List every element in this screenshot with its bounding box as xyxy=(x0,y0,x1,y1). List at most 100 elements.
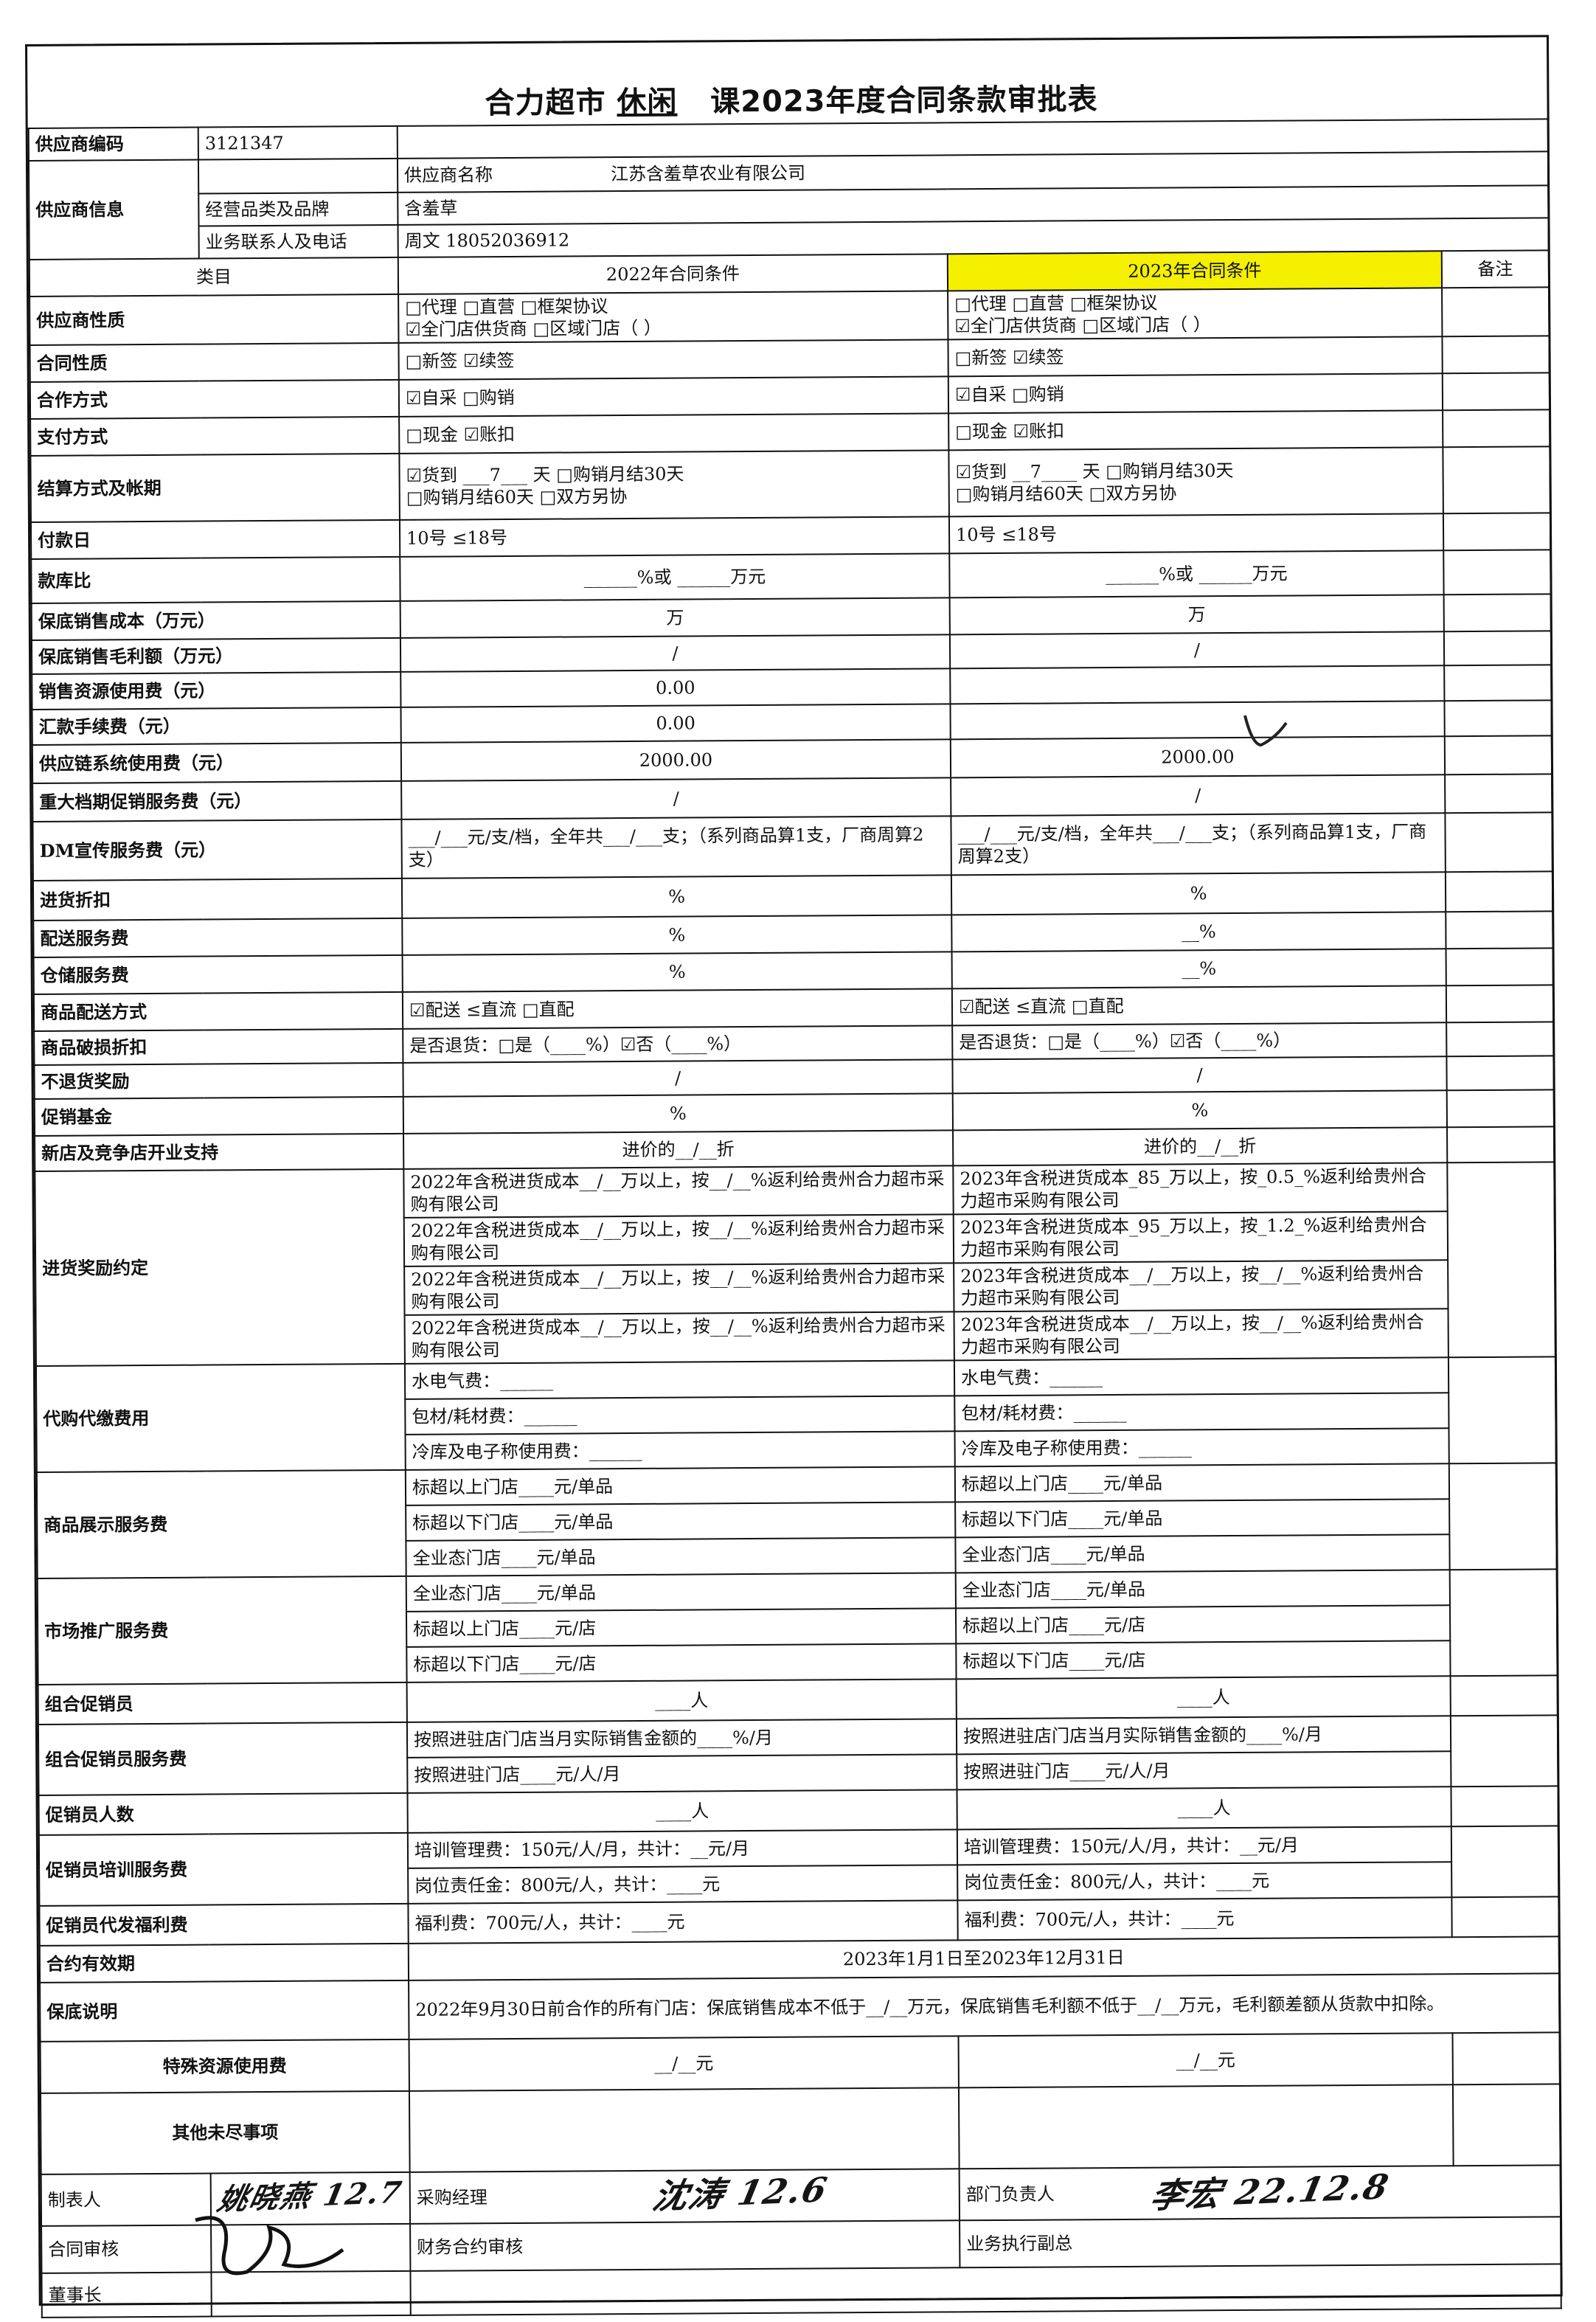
row-label: 重大档期促销服务费（元） xyxy=(32,780,402,822)
group-2022: ____人 xyxy=(407,1789,957,1833)
vp-cell: 业务执行副总 xyxy=(960,2217,1561,2268)
cell-2022: □现金 ☑账扣 xyxy=(399,413,949,454)
rebate-2022: 2022年含税进货成本__/__万以上，按__/__%返利给贵州合力超市采购有限… xyxy=(403,1165,954,1218)
row-label: 配送服务费 xyxy=(33,918,403,957)
form-table: 供应商编码 3121347 供应商信息 供应商名称 江苏含羞草农业有限公司 经营品类及品牌… xyxy=(28,118,1562,2318)
remarks-cell xyxy=(1442,372,1550,411)
other-2023 xyxy=(958,2084,1454,2169)
row-label: 合同性质 xyxy=(30,342,399,382)
group-2022: 全业态门店____元/单品 xyxy=(406,1537,956,1576)
remarks-cell xyxy=(1442,287,1550,337)
remarks-cell xyxy=(1450,1675,1558,1716)
remarks-cell xyxy=(1443,446,1550,514)
remarks-cell xyxy=(1448,1356,1556,1464)
remarks-cell xyxy=(1446,1056,1554,1091)
rebate-2023: 2023年含税进货成本_85_万以上，按_0.5_%返利给贵州合力超市采购有限公… xyxy=(953,1162,1448,1215)
validity-label: 合约有效期 xyxy=(39,1943,409,1983)
remarks-cell xyxy=(1452,2084,1561,2166)
row-label: 保底销售毛利额（万元） xyxy=(31,637,401,674)
remarks-cell xyxy=(1449,1569,1558,1677)
remarks-cell xyxy=(1447,1162,1555,1358)
table-row: 供应商性质 □代理 □直营 □框架协议 ☑全门店供货商 □区域门店（ ） □代理 □… xyxy=(30,287,1550,345)
cell-2023: ___/___元/支/档，全年共___/___支；（系列商品算1支，厂商周算2支… xyxy=(951,813,1446,876)
remarks-cell xyxy=(1451,1826,1559,1898)
group-2023: 标超以下门店____元/店 xyxy=(956,1640,1451,1680)
cell-2023: / xyxy=(952,1056,1447,1094)
row-label: 款库比 xyxy=(31,556,400,603)
contract-review-label: 合同审核 xyxy=(41,2225,212,2273)
cell-2023: ______%或 ______万元 xyxy=(949,550,1444,598)
remarks-cell xyxy=(1446,948,1553,986)
group-2023: 岗位责任金：800元/人，共计：____元 xyxy=(957,1862,1452,1901)
table-row: 其他未尽事项 xyxy=(40,2084,1561,2174)
other-2022 xyxy=(409,2087,960,2172)
remarks-cell xyxy=(1446,1089,1555,1128)
remarks-cell xyxy=(1443,513,1551,551)
remarks-cell xyxy=(1445,774,1552,814)
check-mark-icon xyxy=(1239,708,1291,760)
rebate-2023: 2023年含税进货成本__/__万以上，按__/__%返利给贵州合力超市采购有限… xyxy=(954,1309,1448,1361)
finance-label: 财务合约审核 xyxy=(417,2236,524,2258)
remarks-cell xyxy=(1452,2032,1560,2085)
supplier-code-label: 供应商编码 xyxy=(28,127,198,161)
row-label: 付款日 xyxy=(30,519,400,559)
row-label: 不退货奖励 xyxy=(34,1062,403,1099)
group-2023: 全业态门店____元/单品 xyxy=(955,1534,1450,1573)
group-2023: 培训管理费：150元/人/月，共计：__元/月 xyxy=(957,1826,1452,1865)
dept-head-cell: 部门负责人 李宏 22.12.8 xyxy=(959,2165,1561,2221)
remarks-cell xyxy=(1451,1896,1559,1938)
group-2022: 岗位责任金：800元/人，共计：____元 xyxy=(408,1865,958,1904)
contract-review-signature xyxy=(188,2205,350,2294)
row-label: 汇款手续费（元） xyxy=(32,707,401,745)
remarks-cell xyxy=(1451,1786,1558,1827)
rebate-2022: 2022年含税进货成本__/__万以上，按__/__%返利给贵州合力超市采购有限… xyxy=(404,1311,954,1364)
group-label: 促销员代发福利费 xyxy=(39,1903,409,1946)
remarks-cell xyxy=(1443,594,1551,632)
cell-2023 xyxy=(950,665,1445,704)
remarks-cell xyxy=(1445,871,1553,912)
chairman-label: 董事长 xyxy=(41,2272,212,2318)
group-2022: 水电气费：______ xyxy=(404,1360,955,1399)
row-label: 促销基金 xyxy=(34,1096,404,1136)
row-label: 供应链系统使用费（元） xyxy=(32,742,402,783)
group-2022: 冷库及电子称使用费：______ xyxy=(405,1431,955,1470)
cell-2023: 2000.00 xyxy=(950,736,1446,778)
cell-2022: % xyxy=(402,915,952,955)
group-2022: 包材/耗材费：______ xyxy=(405,1396,955,1435)
form-title: 合力超市 休闲 课2023年度合同条款审批表 xyxy=(485,75,1097,122)
supplier-info-label: 供应商信息 xyxy=(28,159,199,260)
header-remarks: 备注 xyxy=(1441,250,1550,288)
rebate-label: 进货奖励约定 xyxy=(35,1168,405,1366)
special-2022: __/__元 xyxy=(409,2036,959,2091)
title-dept: 休闲 xyxy=(617,85,678,120)
finance-cell: 财务合约审核 xyxy=(410,2220,960,2271)
cell-2022: ___/___元/支/档，全年共___/___支；（系列商品算1支，厂商周算2支… xyxy=(401,816,951,878)
table-row: DM宣传服务费（元） ___/___元/支/档，全年共___/___支；（系列商品… xyxy=(32,812,1552,881)
group-2022: 培训管理费：150元/人/月，共计：__元/月 xyxy=(407,1829,958,1868)
table-row: 保底说明 2022年9月30日前合作的所有门店：保底销售成本不低于__/__万元，… xyxy=(40,1973,1560,2042)
supplier-name: 江苏含羞草农业有限公司 xyxy=(611,162,806,185)
group-2023: 包材/耗材费：______ xyxy=(954,1393,1449,1432)
row-label: 合作方式 xyxy=(30,379,400,419)
cell-2023: __% xyxy=(951,912,1446,952)
header-category: 类目 xyxy=(29,257,399,297)
group-2023: 按照进驻店门店当月实际销售金额的____%/月 xyxy=(956,1716,1451,1755)
remarks-cell xyxy=(1444,735,1552,775)
cell-2022: / xyxy=(403,1059,953,1097)
cell-2022: 进价的__/__折 xyxy=(403,1130,954,1169)
row-label: 新店及竞争店开业支持 xyxy=(35,1133,404,1171)
cell-2023: 是否退货：□是（____%）☑否（____%） xyxy=(952,1022,1447,1060)
group-2022: 标超以下门店____元/单品 xyxy=(406,1502,956,1541)
remarks-cell xyxy=(1445,812,1552,873)
cell-2022: □代理 □直营 □框架协议 ☑全门店供货商 □区域门店（ ） xyxy=(398,291,948,343)
cell-2023: 万 xyxy=(949,595,1444,635)
group-label: 商品展示服务费 xyxy=(36,1469,406,1578)
group-2022: 标超以上门店____元/店 xyxy=(406,1608,957,1647)
header-2023: 2023年合同条件 xyxy=(947,251,1443,291)
group-2022: 按照进驻门店____元/人/月 xyxy=(407,1754,957,1793)
row-label: 支付方式 xyxy=(30,416,400,456)
dept-head-signature: 李宏 22.12.8 xyxy=(1147,2166,1393,2217)
cell-2023: __% xyxy=(951,949,1446,989)
cell-2022: □新签 ☑续签 xyxy=(398,339,948,380)
remarks-cell xyxy=(1443,550,1551,595)
